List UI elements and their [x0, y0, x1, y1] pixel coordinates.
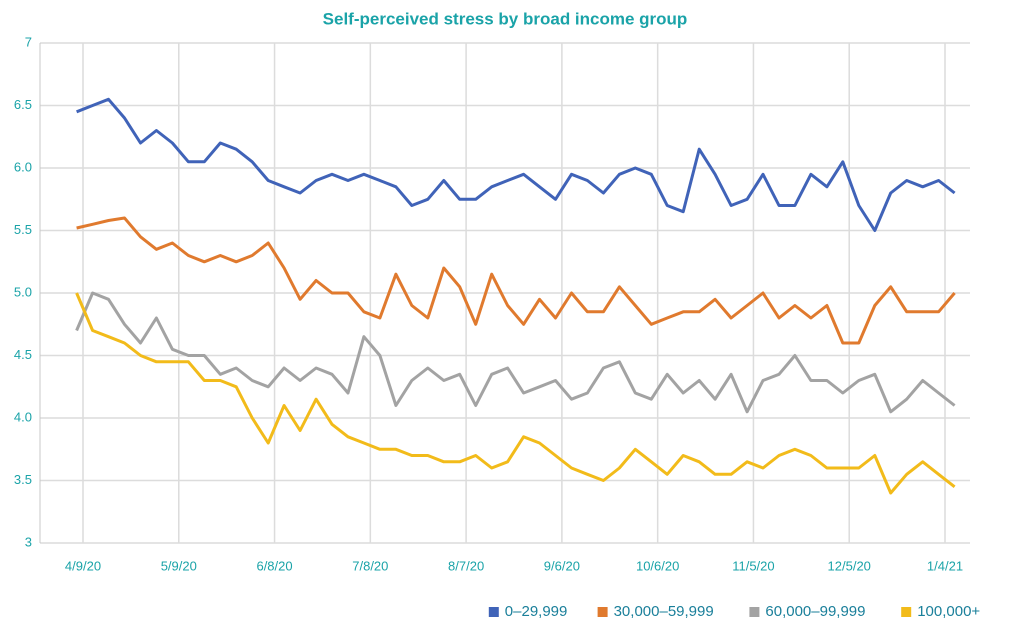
y-tick-label: 4.0: [14, 409, 32, 424]
x-tick-label: 10/6/20: [636, 558, 679, 573]
series-line: [75, 292, 956, 495]
x-tick-label: 8/7/20: [448, 558, 484, 573]
legend-label: 60,000–99,999: [765, 603, 865, 620]
legend-label: 100,000+: [917, 603, 980, 620]
y-tick-label: 4.5: [14, 347, 32, 362]
x-tick-label: 12/5/20: [828, 558, 871, 573]
x-tick-label: 1/4/21: [927, 558, 963, 573]
chart-title: Self-perceived stress by broad income gr…: [323, 9, 688, 28]
y-tick-label: 5.5: [14, 222, 32, 237]
legend-label: 30,000–59,999: [614, 603, 714, 620]
x-tick-label: 11/5/20: [732, 558, 774, 573]
legend-swatch: [901, 607, 912, 617]
y-tick-label: 6.5: [14, 97, 32, 112]
x-tick-label: 9/6/20: [544, 558, 580, 573]
x-tick-label: 4/9/20: [65, 558, 101, 573]
series-line: [76, 216, 956, 345]
series-line: [75, 291, 956, 414]
y-tick-label: 6.0: [14, 159, 32, 174]
x-tick-label: 7/8/20: [352, 558, 388, 573]
y-tick-label: 7: [25, 34, 32, 49]
legend-swatch: [749, 607, 760, 617]
legend-swatch: [488, 607, 499, 617]
legend-swatch: [597, 607, 608, 617]
series-line: [76, 97, 956, 232]
y-tick-label: 5.0: [14, 284, 32, 299]
legend-label: 0–29,999: [505, 603, 568, 620]
x-tick-label: 5/9/20: [161, 558, 197, 573]
x-tick-label: 6/8/20: [256, 558, 292, 573]
y-tick-label: 3.5: [14, 472, 32, 487]
y-tick-label: 3: [25, 534, 32, 549]
